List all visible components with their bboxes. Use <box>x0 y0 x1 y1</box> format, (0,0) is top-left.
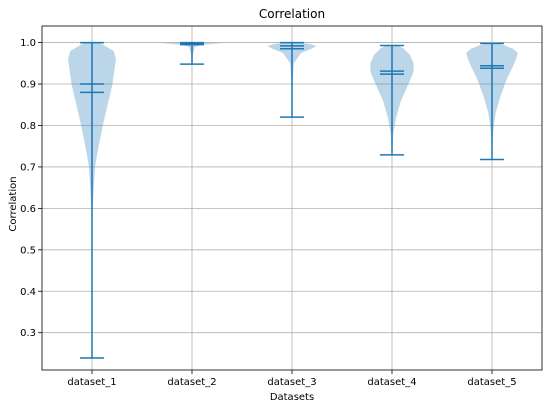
y-tick-label: 0.4 <box>20 287 36 298</box>
y-tick-label: 1.0 <box>20 38 36 49</box>
violin-layer <box>68 41 518 359</box>
y-tick-label: 0.8 <box>20 121 36 132</box>
violin-dataset_3 <box>267 41 317 118</box>
y-tick-label: 0.6 <box>20 204 36 215</box>
x-axis-label: Datasets <box>270 392 314 403</box>
x-tick-label: dataset_5 <box>467 377 516 388</box>
violin-dataset_4 <box>370 44 414 156</box>
y-axis-label: Correlation <box>8 176 19 231</box>
violin-dataset_2 <box>162 41 222 65</box>
y-tick-label: 0.3 <box>20 328 36 339</box>
x-tick-label: dataset_4 <box>367 377 416 388</box>
violin-dataset_1 <box>68 41 116 359</box>
x-tick-label: dataset_3 <box>267 377 316 388</box>
y-tick-label: 0.7 <box>20 162 36 173</box>
y-tick-label: 0.9 <box>20 80 36 91</box>
y-tick-label: 0.5 <box>20 245 36 256</box>
violin-dataset_5 <box>466 42 518 161</box>
chart-title: Correlation <box>259 7 325 21</box>
x-tick-label: dataset_2 <box>167 377 216 388</box>
axes-layer: 0.3 0.4 0.5 0.6 0.7 0.8 0.9 1.0 dataset_1 dataset… <box>20 25 543 388</box>
x-tick-label: dataset_1 <box>67 377 116 388</box>
